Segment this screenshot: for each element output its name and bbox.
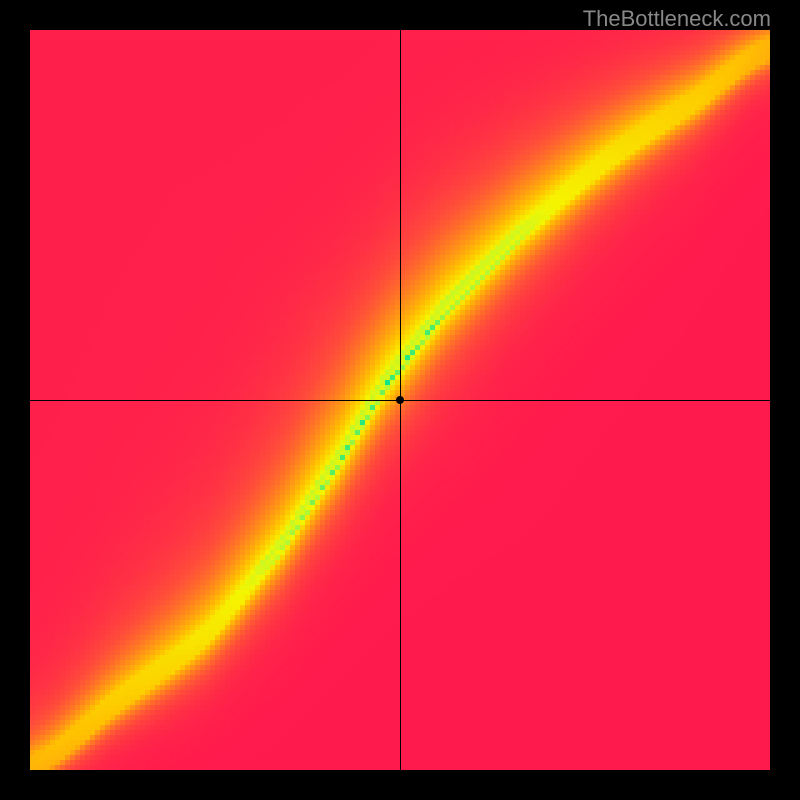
selection-marker: [396, 396, 404, 404]
chart-container: TheBottleneck.com: [0, 0, 800, 800]
watermark-text: TheBottleneck.com: [583, 6, 771, 32]
